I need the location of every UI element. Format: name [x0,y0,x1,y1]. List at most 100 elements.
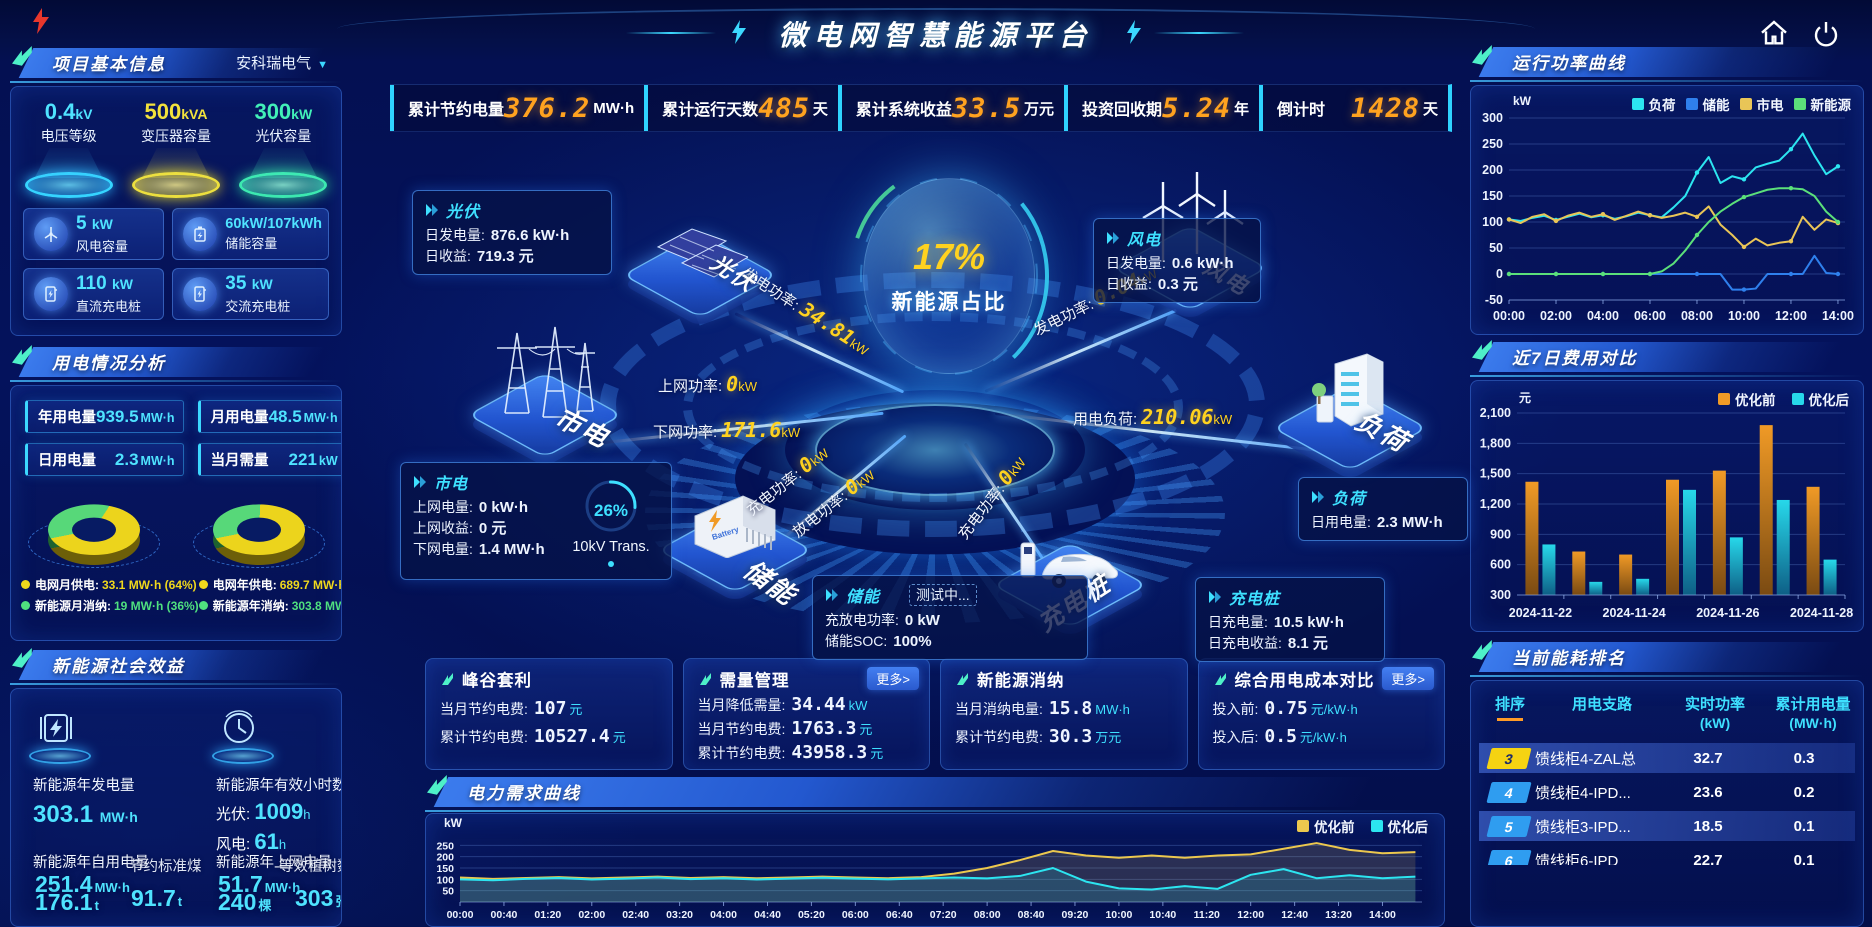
svg-text:02:00: 02:00 [578,909,605,921]
ranking-table-header: 排序 用电支路 实时功率 (kW) 累计用电量 (MW·h) [1494,696,1851,731]
svg-text:2024-11-28: 2024-11-28 [1790,606,1853,620]
svg-text:06:00: 06:00 [1634,309,1666,323]
chevron-right-icon [1312,491,1324,503]
table-row[interactable]: 3 馈线柜4-ZAL总 32.7 0.3 [1479,743,1855,773]
corner-accent-icon [1472,340,1492,360]
corner-accent-icon [427,775,447,795]
svg-text:250: 250 [436,840,454,852]
charger-icon [34,277,68,311]
power-icon[interactable] [1810,18,1842,50]
kpi-payback-period: 投资回收期 5.24 年 [1063,85,1259,131]
svg-text:14:00: 14:00 [1822,309,1854,323]
storage-status-badge: 测试中... [909,584,977,606]
sort-indicator [1497,718,1523,721]
panel-title: 用电情况分析 [52,354,166,373]
orb-arc-ring [849,166,1049,386]
power-usage-panel: 用电情况分析 年用电量 939.5 MW·h 月用电量 48.5 MW·h 日用电量… [10,345,350,641]
svg-text:1,800: 1,800 [1480,436,1511,450]
wind-info-box: 风电 日发电量: 0.6 kW·h 日收益: 0.3 元 [1093,218,1261,303]
page-title: 微电网智慧能源平台 [778,20,1094,51]
svg-text:04:40: 04:40 [754,909,781,921]
annual-generation-block: 新能源年发电量 303.1 MW·h [29,705,193,829]
table-row[interactable]: 5 馈线柜3-IPD... 18.5 0.1 [1479,811,1855,841]
lightning-icon [732,20,746,44]
capacity-rings: 0.4kV 电压等级 500kVA 变压器容量 300kW 光伏容量 [11,87,341,198]
gauge-arc [585,480,637,532]
legend-item: 优化后 [1370,816,1428,836]
load-info-box: 负荷 日用电量: 2.3 MW·h [1298,477,1468,541]
svg-text:150: 150 [1482,189,1503,203]
demand-chart-legend: 优化前 优化后 [1297,816,1428,836]
donut-legends: 电网月供电:33.1 MW·h (64%) 电网年供电:689.7 MW·h (… [11,566,341,614]
legend-item: 负荷 [1631,94,1676,114]
grid-island[interactable] [467,326,623,480]
more-button[interactable]: 更多> [1382,667,1434,690]
load-island[interactable] [1272,353,1428,493]
panel-title: 运行功率曲线 [1512,54,1626,73]
wind-turbine-icon [34,217,68,251]
corner-accent-icon [1472,640,1492,660]
flow-grid-feed-in: 上网功率: 0kW [658,372,757,396]
svg-text:-50: -50 [1485,293,1503,307]
dc-charger-card: 110 kW 直流充电桩 [23,268,165,320]
table-row[interactable]: 4 馈线柜4-IPD... 23.6 0.2 [1479,777,1855,807]
storage-island[interactable]: Battery [657,485,813,615]
legend-item: 新能源 [1793,94,1851,114]
panel-header: 用电情况分析 [10,345,350,382]
table-row[interactable]: 6 馈线柜6-IPD 22.7 0.1 [1479,845,1855,865]
home-icon[interactable] [1758,18,1790,50]
cost-compare-panel: 近7日费用对比 元 优化前 优化后 300 600 900 1,200 1,500 1,80… [1470,340,1872,632]
card-flag-icon [699,673,711,685]
cost-chart-legend: 优化前 优化后 [1718,389,1849,409]
new-energy-benefits-panel: 新能源社会效益 新能源年发电量 303.1 MW·h 新能源年有效小时数 光伏:… [10,648,350,927]
wind-capacity-card: 5 kW 风电容量 [23,208,165,260]
chevron-right-icon [826,589,838,601]
gauge-dot [608,561,614,567]
transformer-ring: 500kVA 变压器容量 [124,99,228,198]
svg-text:150: 150 [436,863,454,875]
solar-panels-icon [652,219,750,288]
svg-text:03:20: 03:20 [666,909,693,921]
card-flag-icon [957,673,968,685]
chevron-down-icon: ▼ [317,59,328,71]
more-button[interactable]: 更多> [867,667,919,690]
svg-text:250: 250 [1482,137,1503,151]
svg-text:09:20: 09:20 [1062,909,1089,921]
svg-text:2024-11-26: 2024-11-26 [1696,606,1759,620]
svg-text:04:00: 04:00 [710,909,737,921]
ac-charger-card: 35 kW 交流充电桩 [172,268,329,320]
svg-text:05:20: 05:20 [798,909,825,921]
svg-text:12:00: 12:00 [1237,909,1264,921]
transformer-gauge: 26% 10kV Trans. [565,477,657,567]
charger-icon [183,277,218,311]
legend-item: 优化后 [1791,389,1849,409]
legend-item: 新能源年消纳:303.8 MW·h (31%) [198,597,341,614]
panel-header: 新能源社会效益 [10,648,350,685]
power-curve-panel: 运行功率曲线 kW 负荷 储能 市电 新能源 -50 0 50 100 150 200 250 30… [1470,45,1872,335]
svg-text:02:40: 02:40 [622,909,649,921]
year-energy-donut-chart [192,492,325,568]
svg-text:300: 300 [1482,112,1503,125]
svg-text:00:00: 00:00 [447,909,474,921]
month-usage-stat: 月用电量 48.5 MW·h [197,400,341,433]
svg-text:00:00: 00:00 [1493,309,1525,323]
kpi-stats-bar: 累计节约电量 376.2 MW·h 累计运行天数 485 天 累计系统收益 33… [390,84,1452,132]
storage-info-box: 储能 测试中... 充放电功率: 0 kW 储能SOC: 100% [812,575,1088,660]
company-dropdown[interactable]: 安科瑞电气 ▼ [236,55,328,72]
project-info-panel: 项目基本信息 安科瑞电气 ▼ 0.4kV 电压等级 500kVA 变压器容量 30… [10,46,350,336]
flow-load-power: 用电负荷: 210.06kW [1073,405,1233,429]
new-energy-share-orb: 17% 新能源占比 [863,178,1035,374]
legend-item: 优化前 [1718,389,1776,409]
svg-text:08:00: 08:00 [974,909,1001,921]
svg-text:200: 200 [436,852,454,864]
svg-text:00:40: 00:40 [491,909,518,921]
pv-island[interactable] [622,210,778,340]
energy-ranking-panel: 当前能耗排名 排序 用电支路 实时功率 (kW) 累计用电量 (MW·h) 3 馈线… [1470,640,1872,927]
gauge-percent: 26% [593,501,629,520]
svg-text:10:00: 10:00 [1105,909,1132,921]
svg-text:14:00: 14:00 [1369,909,1396,921]
legend-item: 新能源月消纳: 19 MW·h (36%) [21,597,199,614]
svg-text:100: 100 [436,874,454,886]
